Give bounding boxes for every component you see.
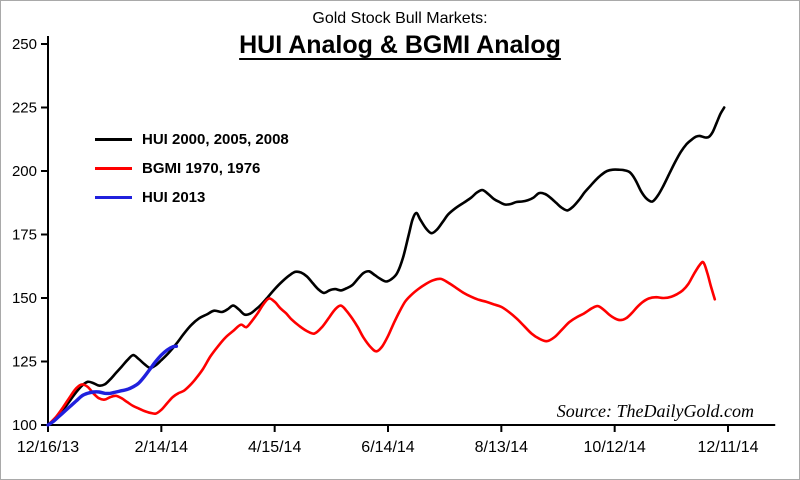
x-tick-label: 6/14/14 bbox=[361, 439, 414, 456]
y-tick-label: 150 bbox=[12, 290, 37, 307]
chart-title-text: HUI Analog & BGMI Analog bbox=[239, 31, 561, 59]
x-tick-label: 12/11/14 bbox=[697, 439, 758, 456]
y-tick-label: 200 bbox=[12, 163, 37, 180]
x-tick-label: 4/15/14 bbox=[248, 439, 301, 456]
legend-line-blue bbox=[95, 196, 132, 199]
chart-legend: HUI 2000, 2005, 2008 BGMI 1970, 1976 HUI… bbox=[95, 130, 289, 207]
y-tick-label: 100 bbox=[12, 417, 37, 434]
y-tick-label: 225 bbox=[12, 100, 37, 117]
legend-line-black bbox=[95, 138, 132, 141]
legend-item-hui-analog: HUI 2000, 2005, 2008 bbox=[95, 130, 289, 149]
legend-line-red bbox=[95, 167, 132, 170]
series-line-2 bbox=[46, 344, 179, 427]
chart-title: HUI Analog & BGMI Analog bbox=[0, 31, 800, 60]
legend-label-bgmi-analog: BGMI 1970, 1976 bbox=[142, 160, 261, 177]
y-tick-label: 250 bbox=[12, 36, 37, 53]
series-line-1 bbox=[46, 260, 717, 427]
x-tick-label: 2/14/14 bbox=[135, 439, 188, 456]
series-line-0 bbox=[46, 106, 726, 427]
x-tick-label: 8/13/14 bbox=[475, 439, 528, 456]
x-tick-label: 12/16/13 bbox=[17, 439, 79, 456]
legend-item-hui-2013: HUI 2013 bbox=[95, 188, 289, 207]
x-tick-label: 10/12/14 bbox=[584, 439, 646, 456]
legend-label-hui-2013: HUI 2013 bbox=[142, 189, 206, 206]
chart-subtitle: Gold Stock Bull Markets: bbox=[312, 10, 488, 27]
source-credit: Source: TheDailyGold.com bbox=[556, 401, 754, 421]
y-tick-label: 125 bbox=[12, 354, 37, 371]
legend-label-hui-analog: HUI 2000, 2005, 2008 bbox=[142, 131, 289, 148]
y-tick-label: 175 bbox=[12, 227, 37, 244]
legend-item-bgmi-analog: BGMI 1970, 1976 bbox=[95, 159, 289, 178]
